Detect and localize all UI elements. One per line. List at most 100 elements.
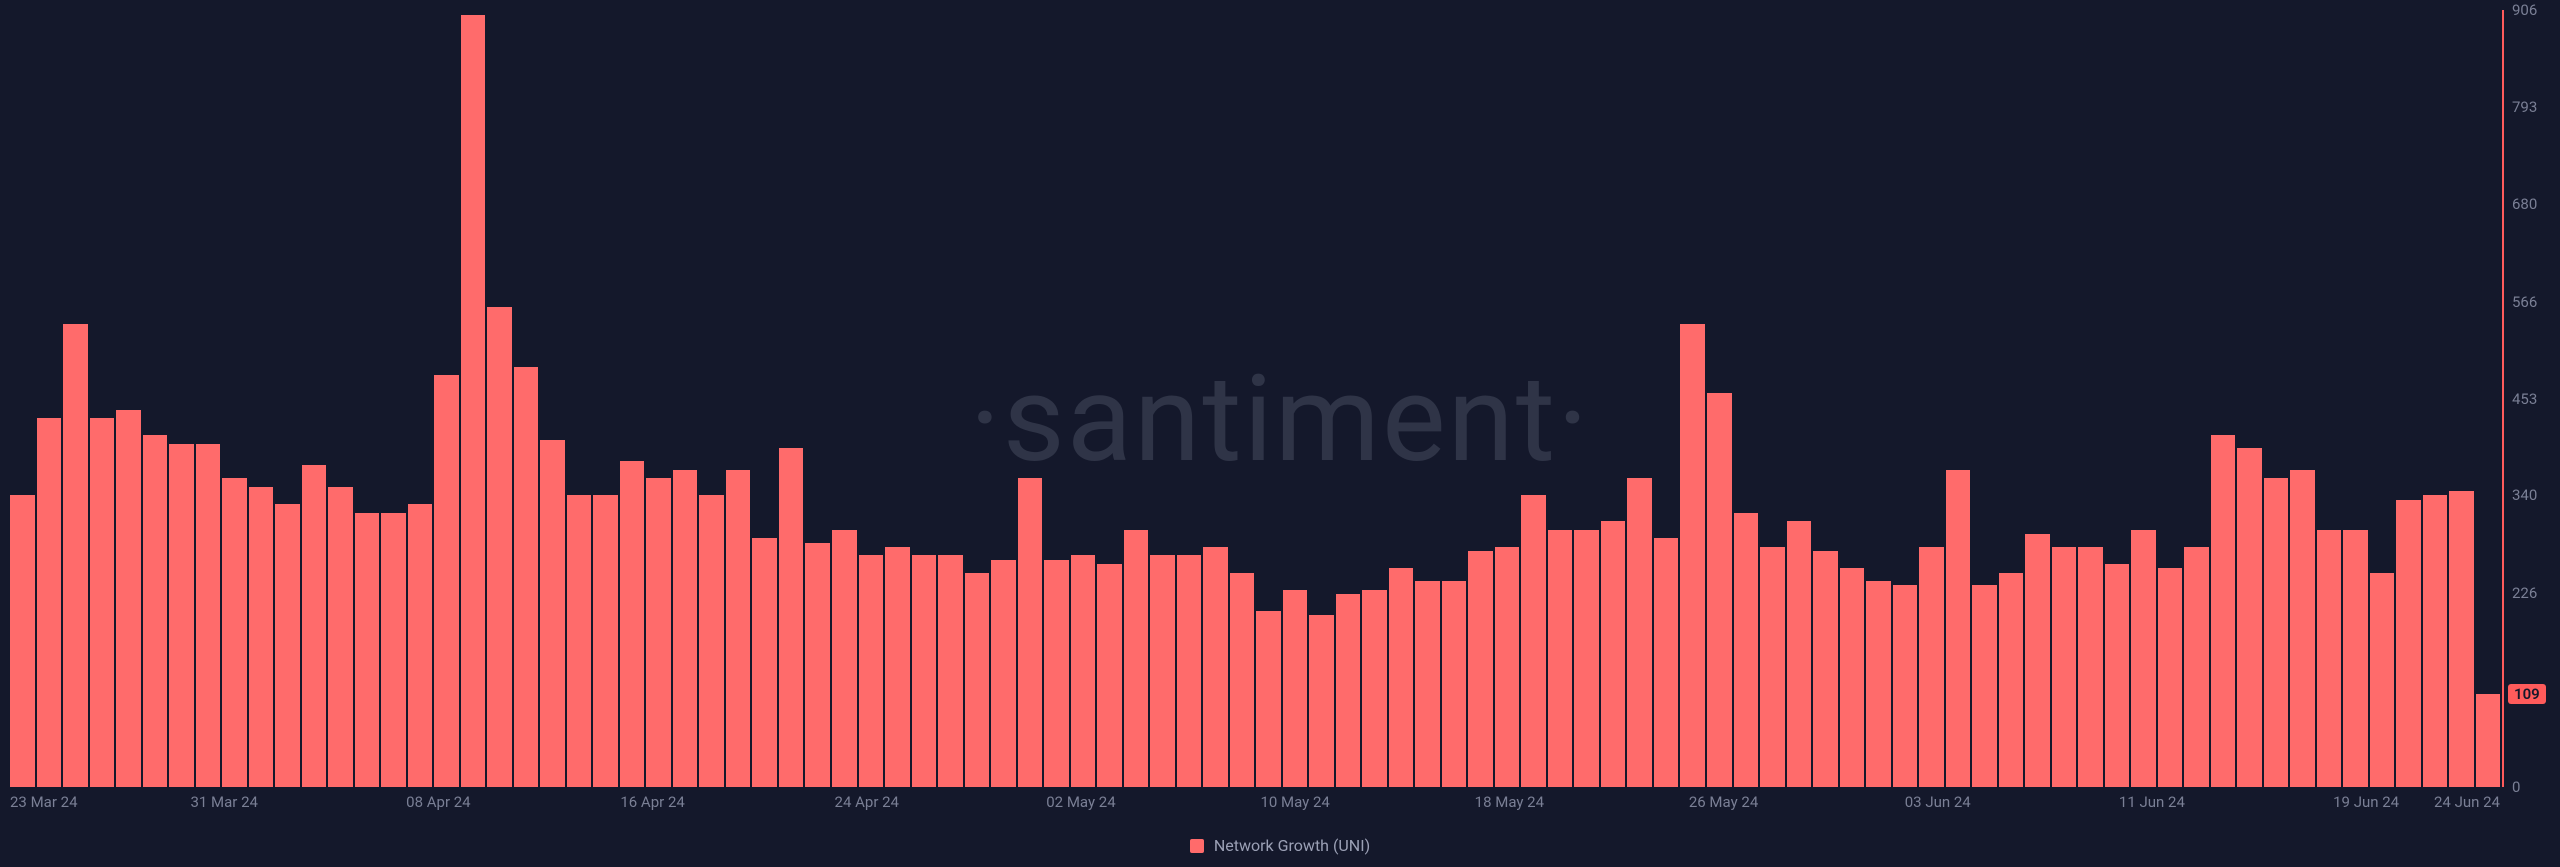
bar [1866,581,1891,787]
bar [805,543,830,787]
bar [328,487,353,787]
chart-container: ·santiment· 0113226340453566680793906109… [0,0,2560,867]
bar [1813,551,1838,787]
bar [1893,585,1918,787]
bar [2264,478,2289,787]
bar [1654,538,1679,787]
x-axis: 23 Mar 2431 Mar 2408 Apr 2416 Apr 2424 A… [10,789,2500,817]
y-tick: 566 [2512,293,2537,311]
bar [116,410,141,787]
bar [1389,568,1414,787]
bar [1840,568,1865,787]
y-tick: 680 [2512,195,2537,213]
bar [699,495,724,787]
bar [355,513,380,787]
bar [461,15,486,787]
legend: Network Growth (UNI) [0,836,2560,855]
bar [1574,530,1599,787]
x-tick: 08 Apr 24 [406,793,470,811]
bar [1362,590,1387,787]
bar [1336,594,1361,787]
bar [1601,521,1626,787]
bar [593,495,618,787]
bar [1946,470,1971,787]
bar [752,538,777,787]
x-tick: 24 Apr 24 [835,793,899,811]
bar [2237,448,2262,787]
bar [2317,530,2342,787]
bar [1177,555,1202,787]
bar [1495,547,1520,787]
bar [1468,551,1493,787]
bar [965,573,990,787]
bar [859,555,884,787]
bar [646,478,671,787]
bar [222,478,247,787]
bar [1071,555,1096,787]
bar [2105,564,2130,787]
x-tick: 02 May 24 [1046,793,1115,811]
plot-area [10,10,2500,787]
bar [408,504,433,787]
bar [1919,547,1944,787]
bar [540,440,565,787]
y-tick: 453 [2512,390,2537,408]
bar [1707,393,1732,788]
x-tick: 03 Jun 24 [1905,793,1971,811]
bar [302,465,327,787]
bar [514,367,539,787]
bar [1627,478,1652,787]
bar [938,555,963,787]
bar [912,555,937,787]
bar [2158,568,2183,787]
bars-group [10,10,2500,787]
bar [196,444,221,787]
bar [487,307,512,787]
x-tick: 24 Jun 24 [2434,793,2500,811]
bar [2343,530,2368,787]
bar [2476,694,2501,787]
bar [1972,585,1997,787]
bar [567,495,592,787]
y-tick: 340 [2512,486,2537,504]
legend-label: Network Growth (UNI) [1214,836,1370,855]
bar [1018,478,1043,787]
bar [1999,573,2024,787]
bar [381,513,406,787]
bar [2211,435,2236,787]
bar [1760,547,1785,787]
x-tick: 19 Jun 24 [2333,793,2399,811]
bar [1521,495,1546,787]
bar [1787,521,1812,787]
bar [832,530,857,787]
x-tick: 16 Apr 24 [620,793,684,811]
bar [63,324,88,787]
bar [143,435,168,787]
bar [1230,573,1255,787]
y-axis: 0113226340453566680793906109 [2502,10,2560,787]
bar [779,448,804,787]
x-tick: 26 May 24 [1689,793,1758,811]
y-tick: 226 [2512,584,2537,602]
bar [2025,534,2050,787]
bar [37,418,62,787]
y-tick: 793 [2512,98,2537,116]
bar [2078,547,2103,787]
bar [2184,547,2209,787]
bar [275,504,300,787]
bar [169,444,194,787]
bar [2290,470,2315,787]
bar [1256,611,1281,787]
bar [1097,564,1122,787]
bar [2131,530,2156,787]
bar [1203,547,1228,787]
bar [1044,560,1069,787]
bar [249,487,274,787]
bar [991,560,1016,787]
bar [1442,581,1467,787]
bar [1124,530,1149,787]
bar [2423,495,2448,787]
bar [2449,491,2474,787]
bar [10,495,35,787]
bar [1309,615,1334,787]
